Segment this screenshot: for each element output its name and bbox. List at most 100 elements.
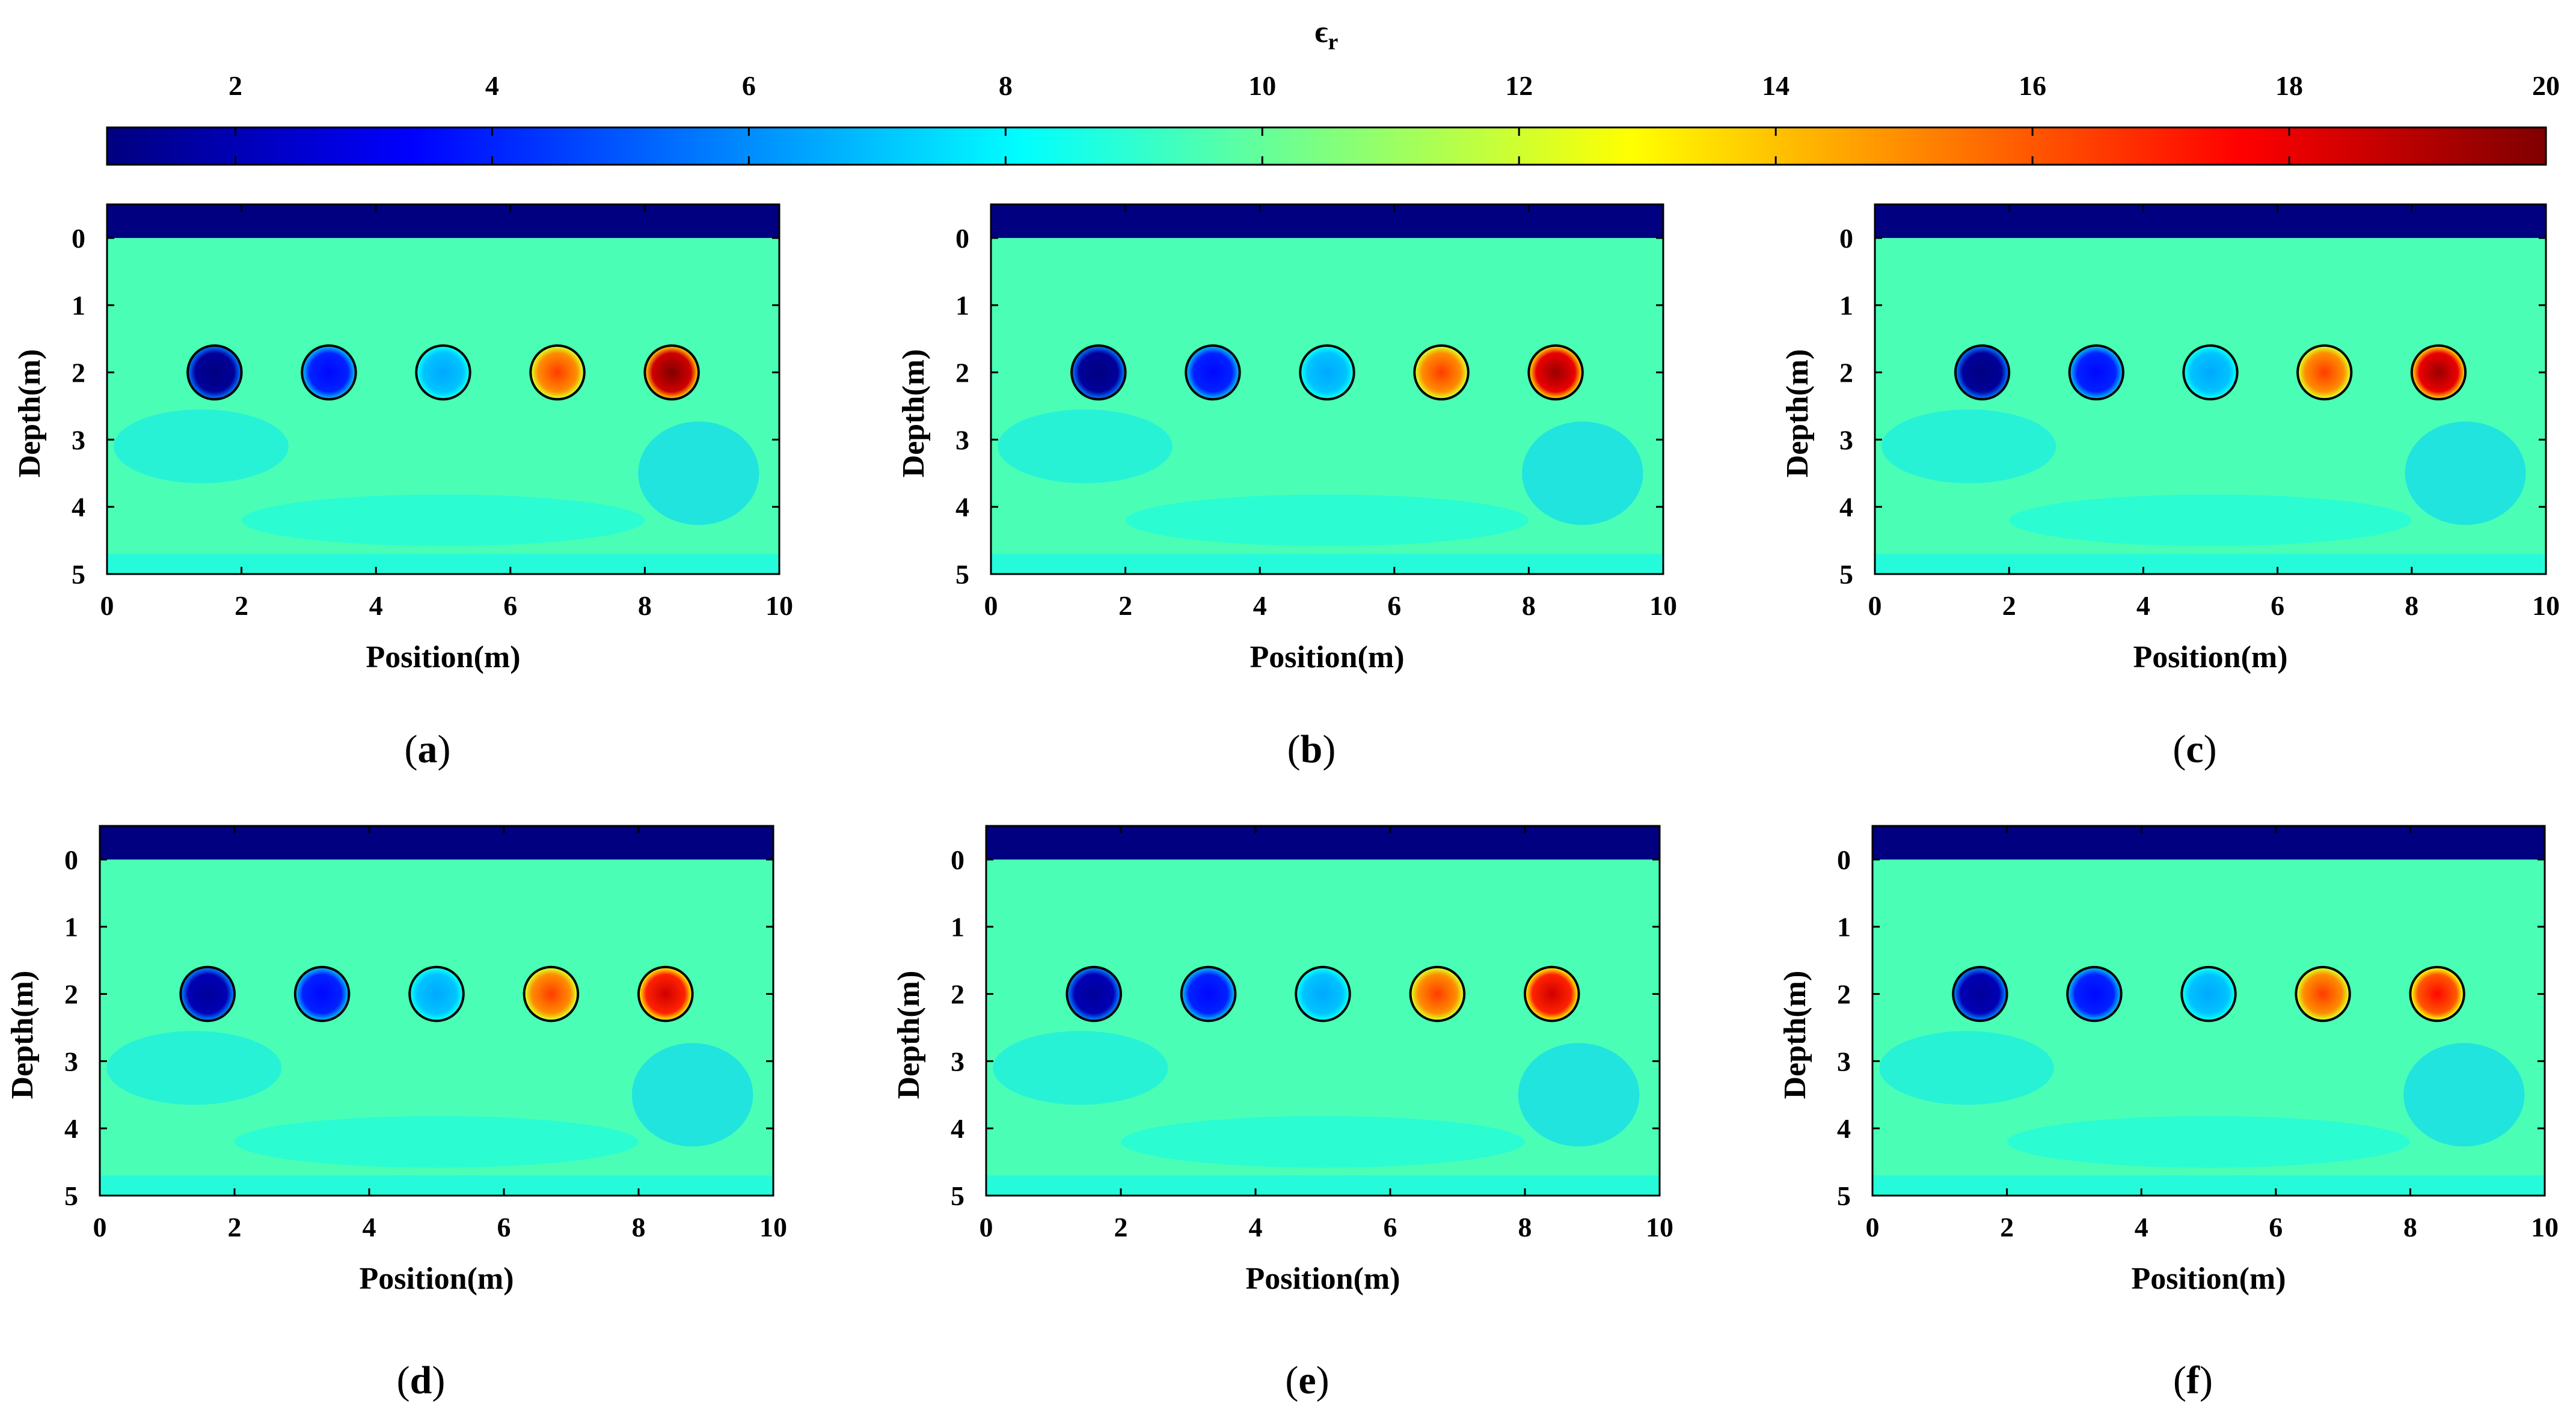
y-tick-label: 5: [1839, 559, 1853, 590]
colorbar-tick-label: 12: [1505, 70, 1533, 101]
y-tick-label: 4: [955, 492, 969, 522]
target-outline: [529, 344, 586, 401]
target-reconstruction: [2297, 968, 2349, 1020]
target-reconstruction: [525, 968, 577, 1020]
target-reconstruction: [1530, 346, 1582, 399]
air-layer: [1872, 826, 2545, 860]
x-tick-label: 6: [1387, 590, 1401, 621]
reconstruction-artifact: [1881, 409, 2056, 484]
reconstruction-artifact: [106, 1031, 282, 1105]
soil-background: [1875, 237, 2546, 574]
x-tick-label: 2: [2000, 1212, 2014, 1242]
x-tick-label: 2: [2002, 590, 2016, 621]
x-tick-label: 6: [497, 1212, 511, 1242]
target-reconstruction: [646, 346, 698, 399]
x-tick-label: 0: [100, 590, 114, 621]
x-tick-label: 8: [1522, 590, 1536, 621]
target-reconstruction: [2185, 346, 2236, 399]
target-reconstruction: [1187, 346, 1239, 399]
target-reconstruction: [410, 968, 463, 1020]
target-outline: [1527, 344, 1584, 401]
y-tick-label: 0: [955, 223, 969, 254]
y-tick-label: 3: [72, 424, 85, 455]
reconstruction-artifact: [1125, 494, 1529, 546]
x-tick-label: 4: [2136, 590, 2150, 621]
x-tick-label: 10: [765, 590, 793, 621]
target-outline: [2182, 344, 2239, 401]
heatmap-field: [1875, 204, 2546, 574]
x-tick-label: 8: [632, 1212, 646, 1242]
y-tick-label: 1: [1837, 912, 1851, 943]
x-tick-label: 0: [984, 590, 998, 621]
y-tick-label: 4: [1837, 1113, 1851, 1144]
y-tick-label: 1: [951, 912, 964, 943]
y-tick-label: 4: [72, 492, 85, 522]
x-axis-label: Position(m): [366, 640, 520, 674]
y-tick-label: 5: [72, 559, 85, 590]
target-outline: [179, 965, 236, 1022]
target-reconstruction: [1956, 346, 2008, 399]
y-axis-label: Depth(m): [897, 349, 931, 478]
y-tick-label: 4: [64, 1113, 78, 1144]
panel-e: 0 2 4 6 8 10 0 1 2 3 4 5 Position(m) Depth(m) (e): [892, 825, 1673, 1402]
reconstruction-artifact: [1872, 1175, 2545, 1196]
target-outline: [2409, 965, 2465, 1022]
reconstruction-artifact: [638, 421, 759, 525]
y-tick-label: 3: [1839, 424, 1853, 455]
panel-a: 0 2 4 6 8 10 0 1 2 3 4 5 Position(m) Depth(m) (a): [13, 203, 793, 771]
reconstruction-artifact: [114, 409, 289, 484]
y-tick-label: 3: [955, 424, 969, 455]
x-tick-label: 4: [369, 590, 383, 621]
x-tick-label: 2: [235, 590, 248, 621]
axes-frame: [985, 825, 1661, 1197]
air-layer: [1875, 204, 2546, 238]
y-tick-label: 1: [64, 912, 78, 943]
target-reconstruction: [296, 968, 348, 1020]
x-tick-label: 4: [1253, 590, 1267, 621]
target-outline: [1295, 965, 1351, 1022]
reconstruction-artifact: [2009, 494, 2412, 546]
reconstruction-artifact: [241, 494, 645, 546]
target-outline: [2068, 344, 2124, 401]
x-tick-label: 10: [2531, 1212, 2559, 1242]
panel-caption: (a): [405, 727, 451, 771]
panel-d: 0 2 4 6 8 10 0 1 2 3 4 5 Position(m) Depth(m) (d): [5, 825, 787, 1402]
soil-background: [100, 859, 773, 1196]
reconstruction-artifact: [100, 1175, 773, 1196]
panel-caption: (e): [1285, 1358, 1329, 1402]
reconstruction-artifact: [235, 1116, 639, 1168]
target-outline: [523, 965, 580, 1022]
target-reconstruction: [1411, 968, 1464, 1020]
panel-f: 0 2 4 6 8 10 0 1 2 3 4 5 Position(m) Depth(m) (f): [1778, 825, 2559, 1402]
y-tick-label: 0: [72, 223, 85, 254]
target-outline: [1409, 965, 1466, 1022]
target-outline: [643, 344, 700, 401]
target-outline: [637, 965, 694, 1022]
x-axis-label: Position(m): [2133, 640, 2287, 674]
colorbar-tick-label: 20: [2532, 70, 2560, 101]
y-tick-label: 5: [951, 1181, 964, 1211]
colorbar-ticks: 2 4 6 8 10 12 14 16 18 20: [228, 70, 2560, 165]
target-reconstruction: [1072, 346, 1124, 399]
reconstruction-artifact: [2405, 421, 2526, 525]
y-axis-label: Depth(m): [1778, 971, 1812, 1099]
target-reconstruction: [1182, 968, 1234, 1020]
reconstruction-artifact: [1522, 421, 1643, 525]
reconstruction-artifact: [107, 554, 779, 574]
colorbar-label: ϵr: [1315, 15, 1339, 55]
target-outline: [2180, 965, 2237, 1022]
panel-caption: (d): [397, 1358, 446, 1402]
colorbar-tick-label: 4: [485, 70, 499, 101]
y-tick-label: 1: [955, 290, 969, 321]
target-outline: [1180, 965, 1237, 1022]
target-outline: [301, 344, 357, 401]
heatmap-field: [986, 826, 1660, 1196]
heatmap-field: [107, 204, 779, 574]
x-tick-label: 2: [1114, 1212, 1128, 1242]
x-tick-label: 2: [228, 1212, 242, 1242]
y-tick-label: 5: [955, 559, 969, 590]
axes-frame: [1874, 203, 2547, 575]
y-axis-label: Depth(m): [5, 971, 40, 1099]
x-tick-label: 8: [2403, 1212, 2417, 1242]
reconstruction-artifact: [1879, 1031, 2054, 1105]
